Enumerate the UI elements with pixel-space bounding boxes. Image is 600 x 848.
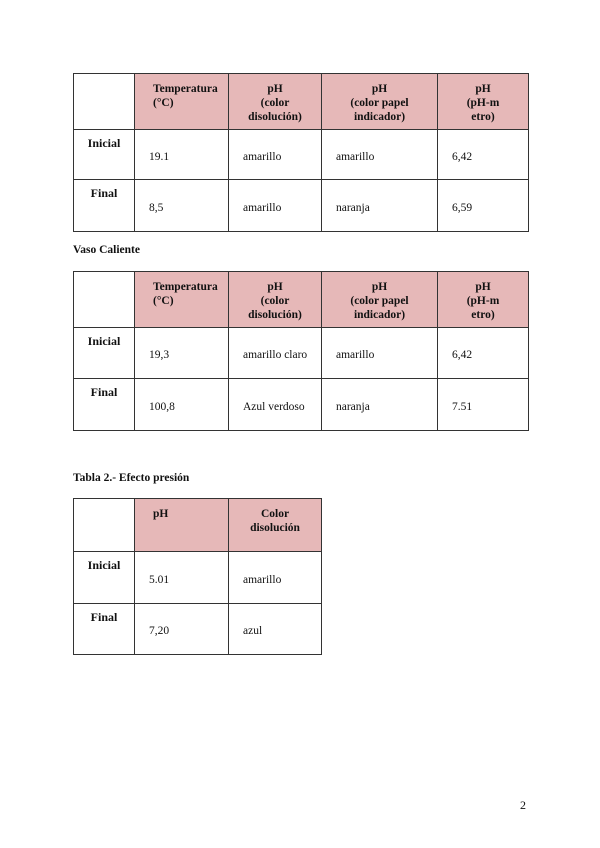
row-label: Inicial xyxy=(73,551,135,604)
header-text-line: etro) xyxy=(471,309,495,321)
header-text-line: Color xyxy=(260,508,290,520)
header-text-line: indicador) xyxy=(353,111,406,123)
table-cell: 6,42 xyxy=(437,327,529,379)
header-text-line: etro) xyxy=(471,111,495,123)
table-cell: 8,5 xyxy=(134,179,229,232)
header-text-line: indicador) xyxy=(353,309,406,321)
column-header: pH (color disolución) xyxy=(228,73,322,130)
table-cell: 6,59 xyxy=(437,179,529,232)
table-cell: amarillo xyxy=(321,129,438,180)
table-cell: 19,3 xyxy=(134,327,229,379)
data-table-1: Temperatura (°C) pH (color disolución) pH (col… xyxy=(73,73,529,232)
table-cell: amarillo xyxy=(228,129,322,180)
column-header: Color disolución xyxy=(228,498,322,552)
table-row: Inicial 19.1 amarillo amarillo 6,42 xyxy=(73,129,529,180)
table-cell: amarillo claro xyxy=(228,327,322,379)
caption-vaso-caliente: Vaso Caliente xyxy=(73,244,140,256)
header-text-line: (color xyxy=(260,97,290,109)
table-cell: 7.51 xyxy=(437,378,529,431)
row-label: Inicial xyxy=(73,129,135,180)
header-text-line: pH xyxy=(153,508,169,520)
header-text-line: pH xyxy=(475,83,491,95)
header-text-line: disolución) xyxy=(248,309,302,321)
table-cell: naranja xyxy=(321,378,438,431)
table-cell: naranja xyxy=(321,179,438,232)
header-text-line: pH xyxy=(267,281,283,293)
header-text-line: (color papel xyxy=(350,295,409,307)
table-row: Final 100,8 Azul verdoso naranja 7.51 xyxy=(73,378,529,431)
header-text-line: (color xyxy=(260,295,290,307)
column-header: pH xyxy=(134,498,229,552)
caption-tabla-2: Tabla 2.- Efecto presión xyxy=(73,472,190,484)
table-cell: amarillo xyxy=(228,551,322,604)
header-corner-cell xyxy=(73,271,135,328)
header-text-line: disolución) xyxy=(248,111,302,123)
header-text-line: (°C) xyxy=(153,97,174,109)
table-cell: amarillo xyxy=(228,179,322,232)
column-header: Temperatura (°C) xyxy=(134,271,229,328)
column-header: pH (pH-m etro) xyxy=(437,73,529,130)
table-cell: 6,42 xyxy=(437,129,529,180)
data-table-3: pH Color disolución Inicial 5.01 amarillo Fina… xyxy=(73,498,322,655)
header-text-line: pH xyxy=(267,83,283,95)
header-text-line: Temperatura xyxy=(153,281,218,293)
row-label: Inicial xyxy=(73,327,135,379)
data-table-2: Temperatura (°C) pH (color disolución) pH (col… xyxy=(73,271,529,431)
column-header: pH (color disolución) xyxy=(228,271,322,328)
table-row: Inicial 5.01 amarillo xyxy=(73,551,322,604)
header-text-line: (pH-m xyxy=(466,295,500,307)
table-cell: Azul verdoso xyxy=(228,378,322,431)
column-header: pH (pH-m etro) xyxy=(437,271,529,328)
header-text-line: pH xyxy=(371,83,388,95)
row-label: Final xyxy=(73,603,135,655)
column-header: pH (color papel indicador) xyxy=(321,271,438,328)
header-text-line: pH xyxy=(371,281,388,293)
header-text-line: (pH-m xyxy=(466,97,500,109)
column-header: pH (color papel indicador) xyxy=(321,73,438,130)
table-cell: azul xyxy=(228,603,322,655)
table-cell: 5.01 xyxy=(134,551,229,604)
table-row: Inicial 19,3 amarillo claro amarillo 6,42 xyxy=(73,327,529,379)
table-cell: 19.1 xyxy=(134,129,229,180)
table-cell: amarillo xyxy=(321,327,438,379)
row-label: Final xyxy=(73,179,135,232)
header-text-line: (°C) xyxy=(153,295,174,307)
header-text-line: Temperatura xyxy=(153,83,218,95)
row-label: Final xyxy=(73,378,135,431)
table-cell: 7,20 xyxy=(134,603,229,655)
header-text-line: pH xyxy=(475,281,491,293)
header-text-line: (color papel xyxy=(350,97,409,109)
page-number: 2 xyxy=(520,798,526,812)
header-text-line: disolución xyxy=(250,522,300,534)
table-row: Final 7,20 azul xyxy=(73,603,322,655)
header-corner-cell xyxy=(73,498,135,552)
table-cell: 100,8 xyxy=(134,378,229,431)
header-corner-cell xyxy=(73,73,135,130)
table-row: Final 8,5 amarillo naranja 6,59 xyxy=(73,179,529,232)
column-header: Temperatura (°C) xyxy=(134,73,229,130)
